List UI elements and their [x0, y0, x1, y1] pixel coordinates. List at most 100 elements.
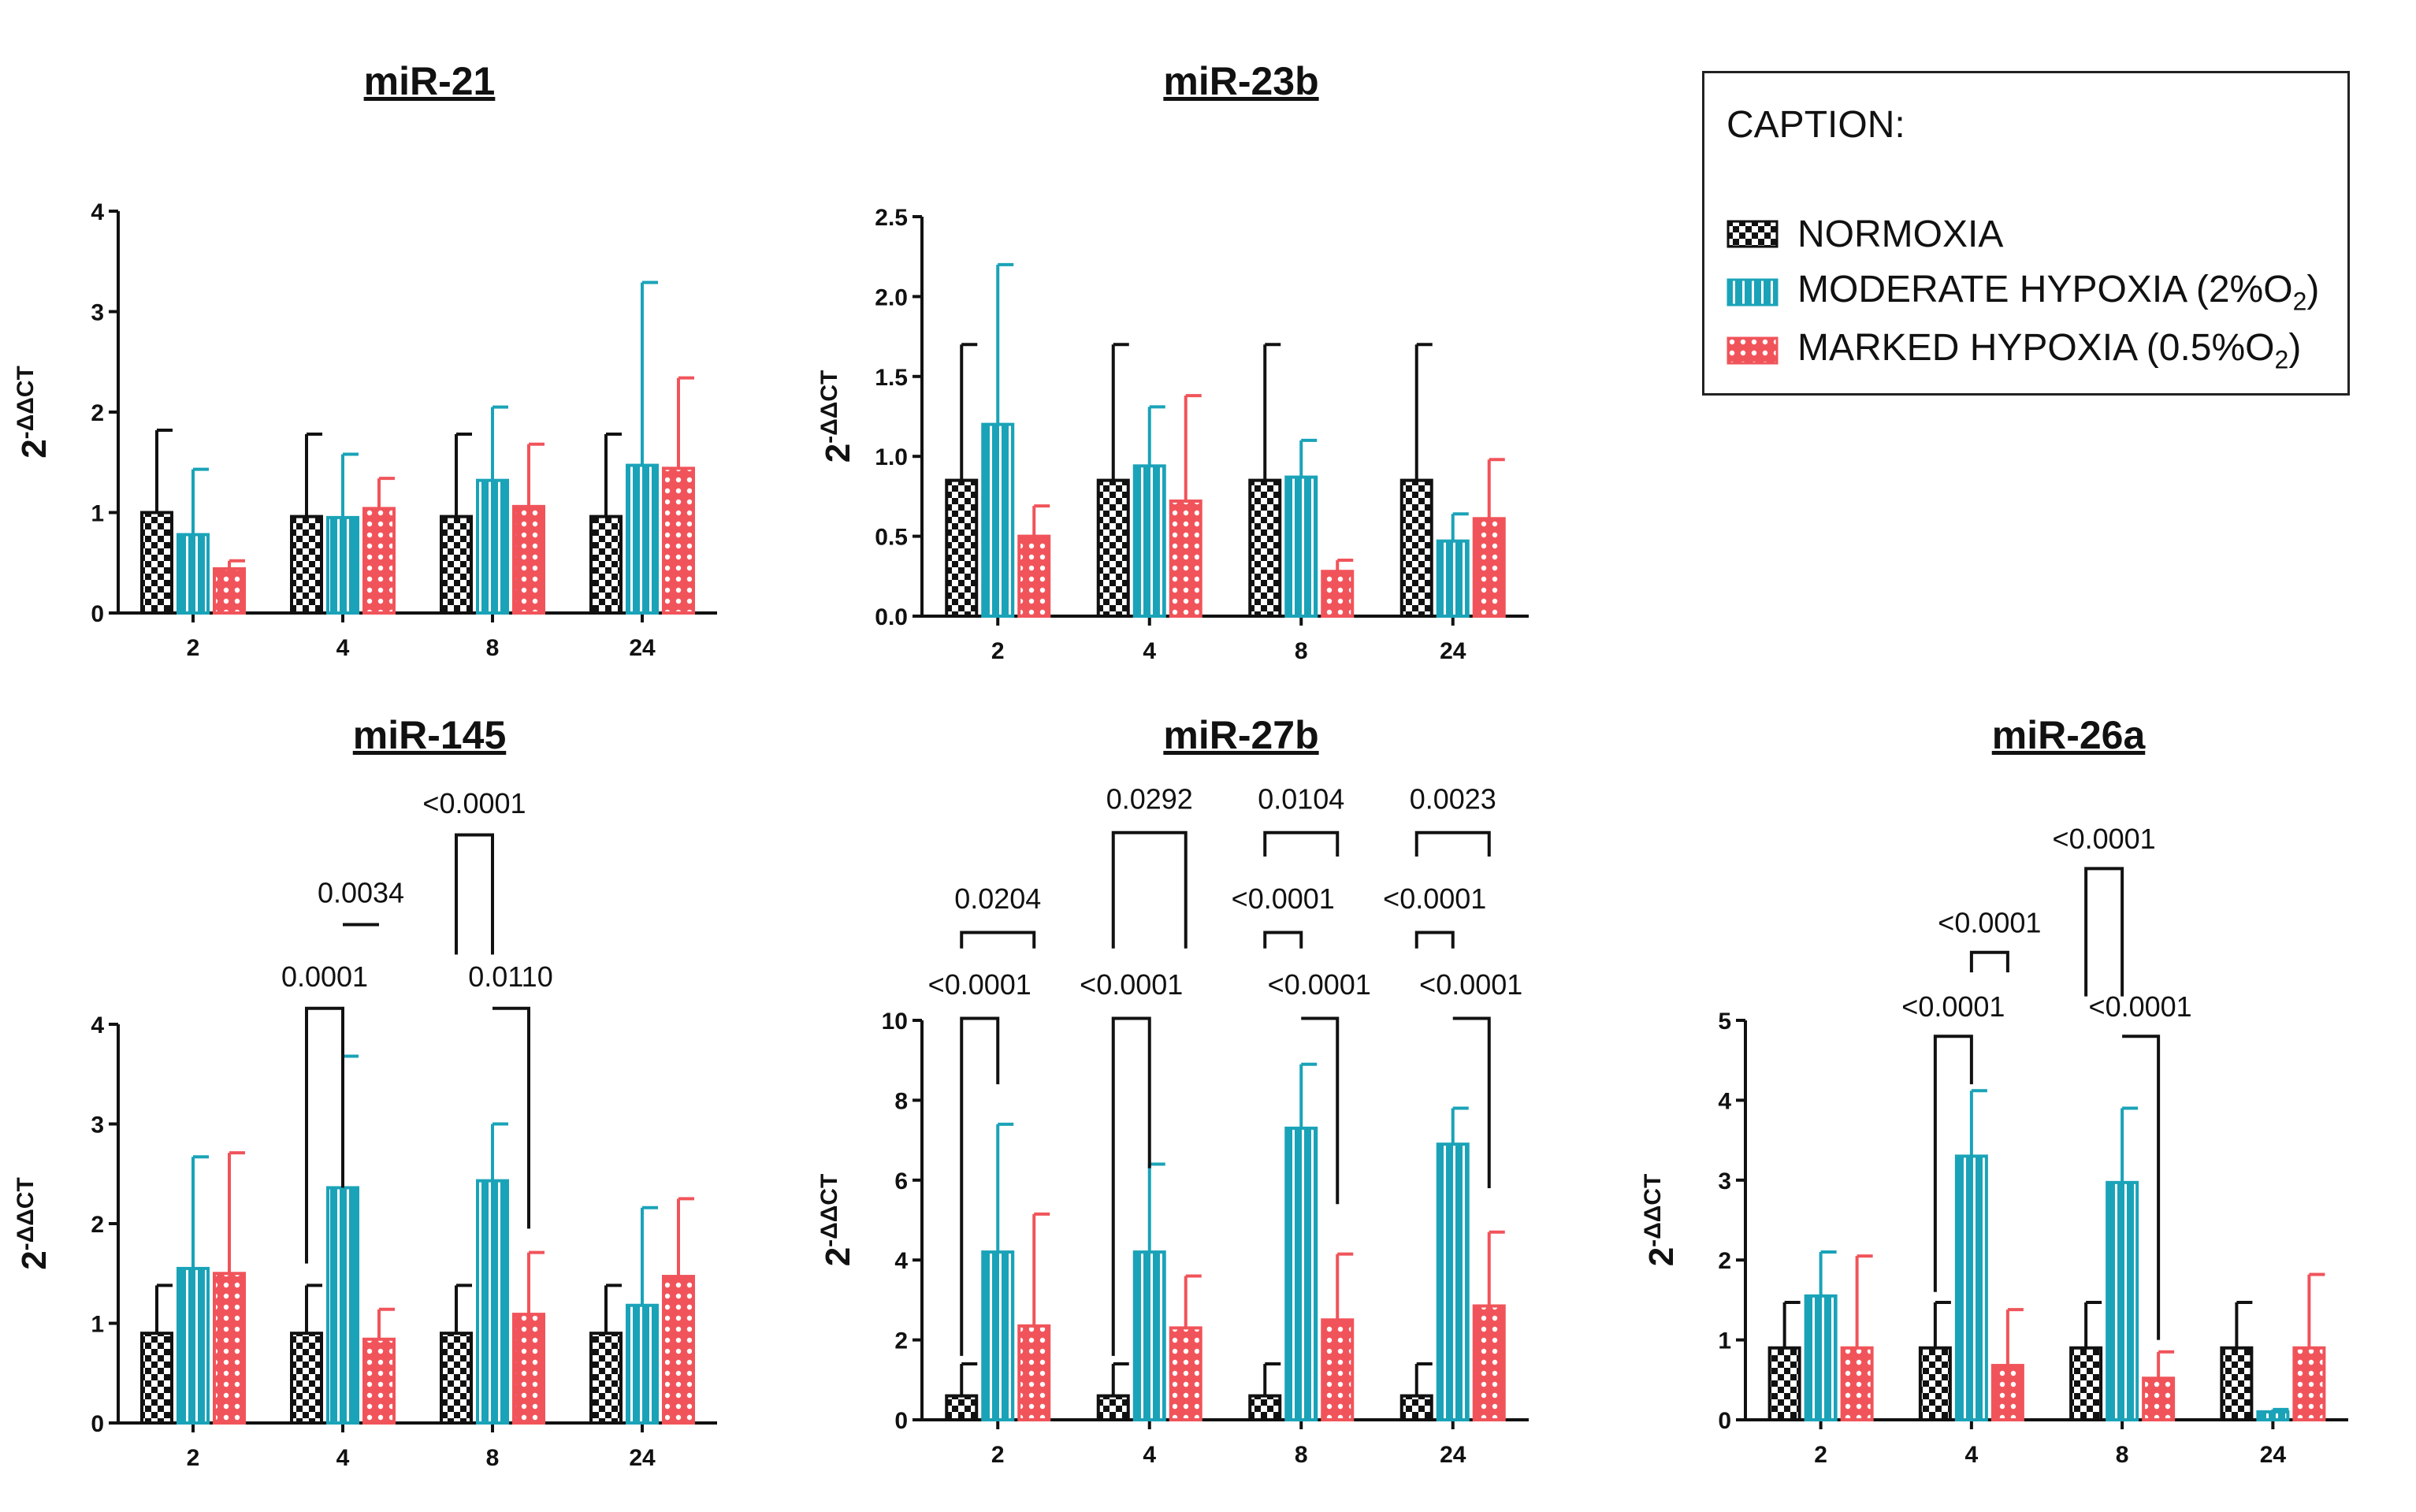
bar-moderate-hypoxia [1284, 475, 1318, 619]
legend-item-moderate-hypoxia: MODERATE HYPOXIA (2%O2) [1727, 269, 2319, 316]
bar-marked-hypoxia [512, 1313, 545, 1425]
significance-bracket [960, 1016, 1000, 1356]
p-value-label: 0.0110 [468, 960, 552, 993]
bar-moderate-hypoxia [1436, 539, 1470, 619]
p-value-label: <0.0001 [1383, 882, 1486, 915]
chart-title: miR-27b [1163, 713, 1318, 757]
p-value-label: 0.0034 [318, 877, 404, 909]
significance-bracket [1969, 950, 2009, 973]
p-value-label: <0.0001 [1268, 968, 1371, 1001]
bar-marked-hypoxia [512, 504, 545, 615]
bar-normoxia [1096, 478, 1130, 618]
bar-marked-hypoxia [662, 1275, 695, 1425]
p-value-label: 0.0104 [1258, 782, 1344, 815]
significance-bracket [1111, 830, 1188, 949]
legend-box: CAPTION: NORMOXIA MODERATE HYPOXIA (2%O2… [1702, 71, 2350, 396]
legend-label-marked-hypoxia: MARKED HYPOXIA (0.5%O2) [1797, 327, 2302, 374]
x-tick-label: 2 [187, 1445, 200, 1471]
bar-marked-hypoxia [2142, 1376, 2176, 1421]
bar-normoxia [290, 1332, 323, 1425]
bar-normoxia [589, 515, 623, 615]
bar-moderate-hypoxia [1284, 1126, 1318, 1421]
x-tick-label: 2 [991, 1442, 1005, 1468]
bar-moderate-hypoxia [326, 515, 359, 615]
bar-moderate-hypoxia [177, 1266, 210, 1425]
y-tick-label: 4 [91, 199, 104, 225]
y-tick-label: 0.5 [875, 525, 908, 551]
bar-normoxia [140, 511, 173, 615]
bar-normoxia [2220, 1346, 2254, 1421]
y-tick-label: 2 [894, 1328, 908, 1354]
y-axis-label: 2-ΔΔCT [816, 370, 857, 463]
bar-normoxia [140, 1332, 173, 1425]
bar-moderate-hypoxia [177, 533, 210, 615]
bar-marked-hypoxia [1017, 534, 1051, 618]
x-tick-label: 8 [1295, 638, 1308, 664]
bar-marked-hypoxia [362, 507, 396, 615]
bar-marked-hypoxia [2292, 1346, 2326, 1421]
significance-bracket [1414, 931, 1455, 949]
p-value-label: 0.0023 [1410, 782, 1496, 815]
x-tick-label: 8 [1295, 1442, 1308, 1468]
bar-moderate-hypoxia [2106, 1180, 2139, 1422]
bar-moderate-hypoxia [476, 1179, 509, 1425]
x-tick-label: 24 [1440, 638, 1466, 664]
significance-bracket [1452, 1016, 1491, 1188]
legend-item-marked-hypoxia: MARKED HYPOXIA (0.5%O2) [1727, 327, 2302, 374]
p-value-label: <0.0001 [1080, 968, 1183, 1001]
y-tick-label: 1 [91, 501, 104, 527]
bar-moderate-hypoxia [981, 422, 1015, 619]
x-tick-label: 2 [1814, 1442, 1827, 1468]
x-tick-label: 8 [2116, 1442, 2129, 1468]
p-value-label: <0.0001 [2053, 823, 2156, 855]
bar-moderate-hypoxia [981, 1250, 1015, 1422]
y-tick-label: 1 [91, 1312, 104, 1338]
significance-bracket [960, 931, 1036, 949]
bar-moderate-hypoxia [1804, 1294, 1838, 1421]
bar-marked-hypoxia [1472, 1304, 1506, 1421]
x-tick-label: 4 [1143, 1442, 1156, 1468]
x-tick-label: 4 [1965, 1442, 1979, 1468]
bar-normoxia [1767, 1346, 1801, 1421]
chart-title: miR-21 [364, 59, 496, 103]
x-tick-label: 2 [991, 638, 1005, 664]
bar-normoxia [1399, 478, 1433, 618]
significance-bracket [492, 1006, 530, 1229]
bar-moderate-hypoxia [1132, 464, 1166, 618]
y-axis-label: 2-ΔΔCT [1640, 1174, 1681, 1267]
bar-marked-hypoxia [213, 1272, 246, 1425]
x-tick-label: 8 [486, 1445, 500, 1471]
bar-normoxia [945, 1394, 979, 1421]
bar-normoxia [440, 1332, 473, 1425]
y-tick-label: 10 [882, 1009, 908, 1035]
y-tick-label: 0 [894, 1408, 908, 1434]
significance-bracket [1111, 1016, 1151, 1356]
y-tick-label: 4 [894, 1248, 908, 1274]
bar-normoxia [1399, 1394, 1433, 1421]
dots-swatch-icon [1727, 336, 1779, 365]
x-tick-label: 4 [336, 1445, 350, 1471]
p-value-label: 0.0204 [954, 882, 1041, 915]
bar-normoxia [945, 478, 979, 618]
x-tick-label: 24 [629, 1445, 656, 1471]
bar-moderate-hypoxia [1436, 1142, 1470, 1422]
y-axis-label: 2-ΔΔCT [13, 366, 54, 459]
y-axis-label: 2-ΔΔCT [13, 1177, 54, 1270]
y-tick-label: 2 [1718, 1248, 1731, 1274]
bar-moderate-hypoxia [326, 1186, 359, 1425]
y-tick-label: 2.5 [875, 205, 908, 231]
p-value-label: <0.0001 [422, 787, 526, 819]
checker-swatch-icon [1727, 220, 1779, 248]
bar-marked-hypoxia [1017, 1324, 1051, 1421]
bar-normoxia [1248, 478, 1282, 618]
p-value-label: <0.0001 [1938, 906, 2041, 938]
bar-marked-hypoxia [362, 1337, 396, 1425]
significance-bracket [1933, 1035, 1973, 1292]
x-tick-label: 24 [2260, 1442, 2287, 1468]
x-tick-label: 24 [1440, 1442, 1466, 1468]
y-tick-label: 0 [1718, 1408, 1731, 1434]
bar-normoxia [290, 515, 323, 615]
